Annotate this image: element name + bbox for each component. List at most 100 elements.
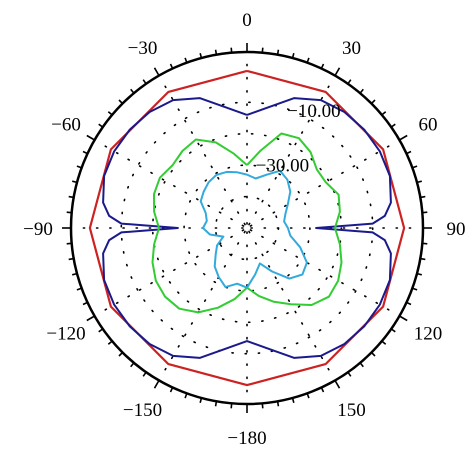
angle-tick bbox=[82, 301, 88, 306]
angle-tick bbox=[142, 79, 147, 85]
angle-tick bbox=[276, 401, 280, 407]
radial-label: −30.00 bbox=[256, 156, 309, 177]
angle-tick bbox=[118, 351, 124, 357]
angle-tick bbox=[107, 340, 113, 345]
angle-tick bbox=[420, 257, 426, 261]
angle-tick bbox=[370, 99, 376, 105]
grid-ring bbox=[183, 164, 311, 292]
angle-tick bbox=[276, 49, 280, 55]
angle-tick bbox=[118, 99, 124, 105]
grid-spoke bbox=[161, 80, 246, 226]
angle-tick bbox=[142, 371, 147, 377]
grid-spoke bbox=[249, 229, 396, 314]
angle-tick bbox=[68, 195, 74, 199]
angle-label: −30 bbox=[128, 38, 158, 59]
angle-tick bbox=[406, 301, 412, 306]
angle-tick bbox=[359, 362, 364, 368]
angle-tick bbox=[359, 88, 364, 94]
angle-tick bbox=[320, 63, 325, 69]
angle-tick bbox=[381, 340, 387, 345]
grid-spoke bbox=[248, 80, 333, 226]
angle-tick bbox=[412, 287, 418, 291]
angle-tick bbox=[98, 123, 104, 128]
angle-tick bbox=[381, 111, 387, 116]
angle-tick bbox=[184, 57, 188, 63]
angle-tick bbox=[199, 397, 203, 403]
angle-tick bbox=[199, 53, 203, 59]
angle-tick bbox=[291, 397, 295, 403]
radial-labels: −10.00 −30.00 bbox=[256, 101, 341, 177]
grid-spoke bbox=[248, 230, 333, 377]
grid-spoke bbox=[99, 229, 245, 314]
angle-label: −180 bbox=[227, 428, 266, 449]
angle-tick bbox=[347, 79, 352, 85]
angle-tick bbox=[334, 380, 341, 389]
angle-label: 90 bbox=[447, 219, 466, 240]
angle-tick bbox=[66, 211, 72, 214]
angle-tick bbox=[82, 150, 88, 155]
angle-tick bbox=[86, 134, 95, 141]
angle-tick bbox=[422, 242, 428, 245]
angle-tick bbox=[320, 387, 325, 393]
angle-tick bbox=[420, 195, 426, 199]
grid-spoke bbox=[99, 142, 245, 227]
angle-label: 150 bbox=[337, 400, 366, 421]
grid-ring bbox=[151, 132, 343, 324]
angle-tick bbox=[261, 403, 264, 409]
angle-label: 120 bbox=[414, 324, 443, 345]
angle-tick bbox=[390, 328, 396, 333]
angle-tick bbox=[169, 387, 174, 393]
angle-tick bbox=[416, 180, 422, 184]
angle-tick bbox=[399, 134, 408, 141]
angle-ticks bbox=[62, 43, 432, 413]
angle-tick bbox=[230, 403, 233, 409]
grid-spoke bbox=[249, 142, 396, 227]
angle-tick bbox=[169, 63, 174, 69]
angle-tick bbox=[184, 393, 188, 399]
grid-spoke bbox=[161, 230, 246, 377]
grid-ring bbox=[120, 101, 374, 355]
angle-tick bbox=[347, 371, 352, 377]
angle-label: 30 bbox=[342, 38, 361, 59]
angle-tick bbox=[416, 272, 422, 276]
angle-tick bbox=[130, 362, 135, 368]
angle-tick bbox=[306, 57, 310, 63]
series-line-4 bbox=[199, 169, 308, 289]
angle-tick bbox=[76, 287, 82, 291]
angle-tick bbox=[291, 53, 295, 59]
angle-label: −60 bbox=[51, 115, 81, 136]
angle-tick bbox=[107, 111, 113, 116]
angle-tick bbox=[370, 351, 376, 357]
angle-label: −120 bbox=[46, 324, 85, 345]
angle-tick bbox=[72, 180, 78, 184]
angle-labels: 0 30 60 90 120 150 −180 −150 −120 −90 −60 −30 bbox=[23, 10, 465, 449]
angle-tick bbox=[399, 315, 408, 322]
angle-label: −90 bbox=[23, 219, 53, 240]
angle-tick bbox=[412, 165, 418, 169]
series-line-1 bbox=[88, 69, 406, 387]
angle-tick bbox=[214, 49, 218, 55]
angle-label: 60 bbox=[419, 115, 438, 136]
radial-label: −10.00 bbox=[287, 101, 340, 122]
angle-tick bbox=[130, 88, 135, 94]
angle-tick bbox=[72, 272, 78, 276]
series-line-2 bbox=[102, 97, 392, 359]
angle-tick bbox=[230, 47, 233, 53]
angle-tick bbox=[86, 315, 95, 322]
angle-label: 0 bbox=[242, 10, 252, 31]
angle-label: −150 bbox=[123, 400, 162, 421]
angle-tick bbox=[306, 393, 310, 399]
grid-dots bbox=[76, 57, 418, 399]
angle-tick bbox=[261, 47, 264, 53]
angle-tick bbox=[214, 401, 218, 407]
angle-tick bbox=[98, 328, 104, 333]
angle-tick bbox=[153, 67, 160, 76]
series-layer bbox=[88, 69, 406, 387]
angle-tick bbox=[406, 150, 412, 155]
angle-tick bbox=[68, 257, 74, 261]
grid-ring bbox=[214, 195, 280, 261]
angle-tick bbox=[422, 211, 428, 214]
angle-tick bbox=[76, 165, 82, 169]
angle-tick bbox=[66, 242, 72, 245]
